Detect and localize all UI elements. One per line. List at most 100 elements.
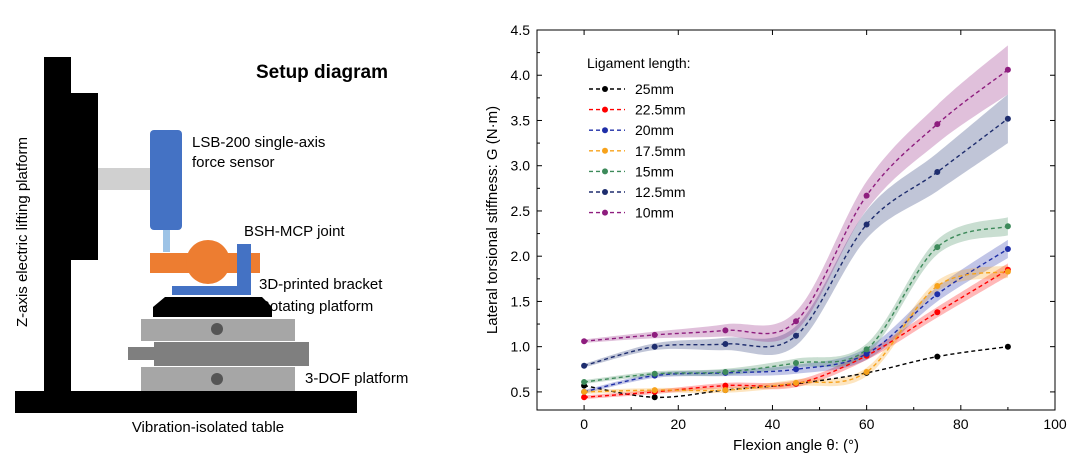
- point-15mm-30: [722, 369, 729, 375]
- point-20mm-90: [1004, 246, 1011, 252]
- chart-axes: 0 20 40 60 80 100 0.5 1.0 1.5 2.0 2.5 3.0 3.5 4.0 4.5: [511, 22, 1067, 432]
- joint-label: BSH-MCP joint: [244, 223, 345, 240]
- point-10mm-60: [863, 192, 870, 199]
- lifting-carriage: [71, 93, 98, 260]
- point-20mm-45: [793, 366, 799, 373]
- x-tick-label-80: 80: [953, 416, 969, 432]
- y-axis-label: Lateral torsional stiffness: G (N·m): [484, 106, 501, 334]
- y-tick-label-4.0: 4.0: [511, 67, 531, 83]
- legend-marker-15mm: [602, 168, 608, 175]
- point-22-5mm-75: [934, 309, 941, 316]
- y-tick-label-3.5: 3.5: [511, 112, 531, 128]
- plot-frame: [536, 29, 1056, 411]
- legend-label-12-5mm: 12.5mm: [635, 184, 686, 200]
- legend-label-10mm: 10mm: [635, 205, 674, 221]
- bracket-base: [172, 286, 251, 295]
- setup-diagram: Setup diagram Z-axis electric lifting pl…: [14, 57, 408, 436]
- stiffness-chart: 0 20 40 60 80 1000.51.01.52.02.53.03.54.04.5 …: [484, 22, 1067, 454]
- point-22-5mm-30: [722, 382, 729, 389]
- point-10mm-0: [581, 338, 588, 345]
- point-17-5mm-90: [1004, 268, 1011, 275]
- y-tick-label-1.5: 1.5: [511, 293, 531, 309]
- point-12-5mm-60: [863, 221, 870, 228]
- point-15mm-60: [863, 346, 870, 353]
- legend-label-22-5mm: 22.5mm: [635, 102, 686, 118]
- point-12-5mm-0: [581, 362, 588, 369]
- x-axis-label: Flexion angle θ: (°): [733, 437, 859, 454]
- point-25mm-75: [934, 353, 941, 360]
- dof-handle: [128, 347, 155, 360]
- point-15mm-15: [651, 370, 658, 377]
- point-17-5mm-15: [651, 387, 658, 394]
- y-tick-label-2.5: 2.5: [511, 203, 531, 219]
- point-15mm-45: [793, 360, 799, 366]
- band-15mm: [584, 217, 1008, 384]
- x-tick-label-60: 60: [859, 416, 875, 432]
- point-12-5mm-15: [651, 343, 658, 350]
- point-20mm-75: [934, 291, 941, 298]
- x-tick-label-100: 100: [1043, 416, 1067, 432]
- isolation-table: [15, 391, 357, 413]
- dof-platform-label: 3-DOF platform: [305, 370, 408, 387]
- lifting-column: [44, 57, 71, 394]
- rotating-platform: [153, 297, 272, 317]
- y-tick-label-3.0: 3.0: [511, 158, 531, 174]
- y-tick-label-2.0: 2.0: [511, 248, 531, 264]
- legend-label-25mm: 25mm: [635, 81, 674, 97]
- bracket-label: 3D-printed bracket: [259, 276, 383, 293]
- y-tick-label-1.0: 1.0: [511, 339, 531, 355]
- dof-knob-bottom: [211, 373, 223, 385]
- point-15mm-90: [1004, 223, 1011, 230]
- legend-marker-20mm: [602, 127, 608, 134]
- point-12-5mm-30: [722, 341, 729, 347]
- diagram-title: Setup diagram: [256, 62, 388, 83]
- legend-label-20mm: 20mm: [635, 122, 674, 138]
- band-17-5mm: [584, 265, 1008, 394]
- legend-title: Ligament length:: [587, 55, 691, 71]
- x-tick-label-20: 20: [670, 416, 686, 432]
- point-10mm-15: [651, 331, 658, 338]
- point-12-5mm-45: [793, 332, 799, 339]
- sensor-shaft: [163, 230, 170, 252]
- legend-marker-22-5mm: [602, 106, 608, 113]
- point-10mm-45: [793, 318, 799, 325]
- point-12-5mm-90: [1004, 115, 1011, 122]
- legend-marker-10mm: [602, 209, 608, 216]
- lifting-platform-label: Z-axis electric lifting platform: [14, 137, 31, 327]
- point-17-5mm-45: [793, 379, 799, 386]
- legend-marker-17-5mm: [602, 147, 608, 154]
- sensor-label-line1: LSB-200 single-axis: [192, 134, 325, 151]
- legend-marker-12-5mm: [602, 189, 608, 195]
- table-label: Vibration-isolated table: [132, 419, 284, 436]
- point-17-5mm-30: [722, 387, 729, 394]
- dof-knob-top: [211, 323, 223, 335]
- x-tick-label-0: 0: [580, 416, 588, 432]
- joint-ball: [186, 240, 230, 284]
- point-12-5mm-75: [934, 169, 941, 175]
- dof-stage-mid: [154, 342, 309, 366]
- force-sensor: [150, 130, 182, 230]
- point-17-5mm-60: [863, 369, 870, 375]
- point-25mm-90: [1004, 343, 1011, 350]
- bracket-upright: [237, 244, 251, 294]
- point-15mm-0: [581, 379, 588, 385]
- x-tick-label-40: 40: [765, 416, 781, 432]
- point-22-5mm-0: [581, 394, 588, 401]
- y-tick-label-4.5: 4.5: [511, 22, 531, 38]
- series-points: [581, 66, 1011, 401]
- point-20mm-60: [863, 350, 870, 357]
- point-10mm-75: [934, 121, 941, 128]
- rotating-platform-label: Rotating platform: [259, 298, 373, 315]
- legend-label-15mm: 15mm: [635, 163, 674, 179]
- sensor-label-line2: force sensor: [192, 154, 275, 171]
- point-17-5mm-0: [581, 388, 588, 395]
- y-tick-label-0.5: 0.5: [511, 384, 531, 400]
- point-10mm-90: [1004, 66, 1011, 73]
- point-15mm-75: [934, 244, 941, 251]
- point-17-5mm-75: [934, 283, 941, 289]
- point-25mm-15: [651, 394, 658, 401]
- point-10mm-30: [722, 327, 729, 334]
- chart-legend: 25mm 22.5mm 20mm 17.5mm 15mm 12.5mm 10mm: [589, 81, 686, 221]
- confidence-bands: [584, 45, 1008, 400]
- legend-label-17-5mm: 17.5mm: [635, 143, 686, 159]
